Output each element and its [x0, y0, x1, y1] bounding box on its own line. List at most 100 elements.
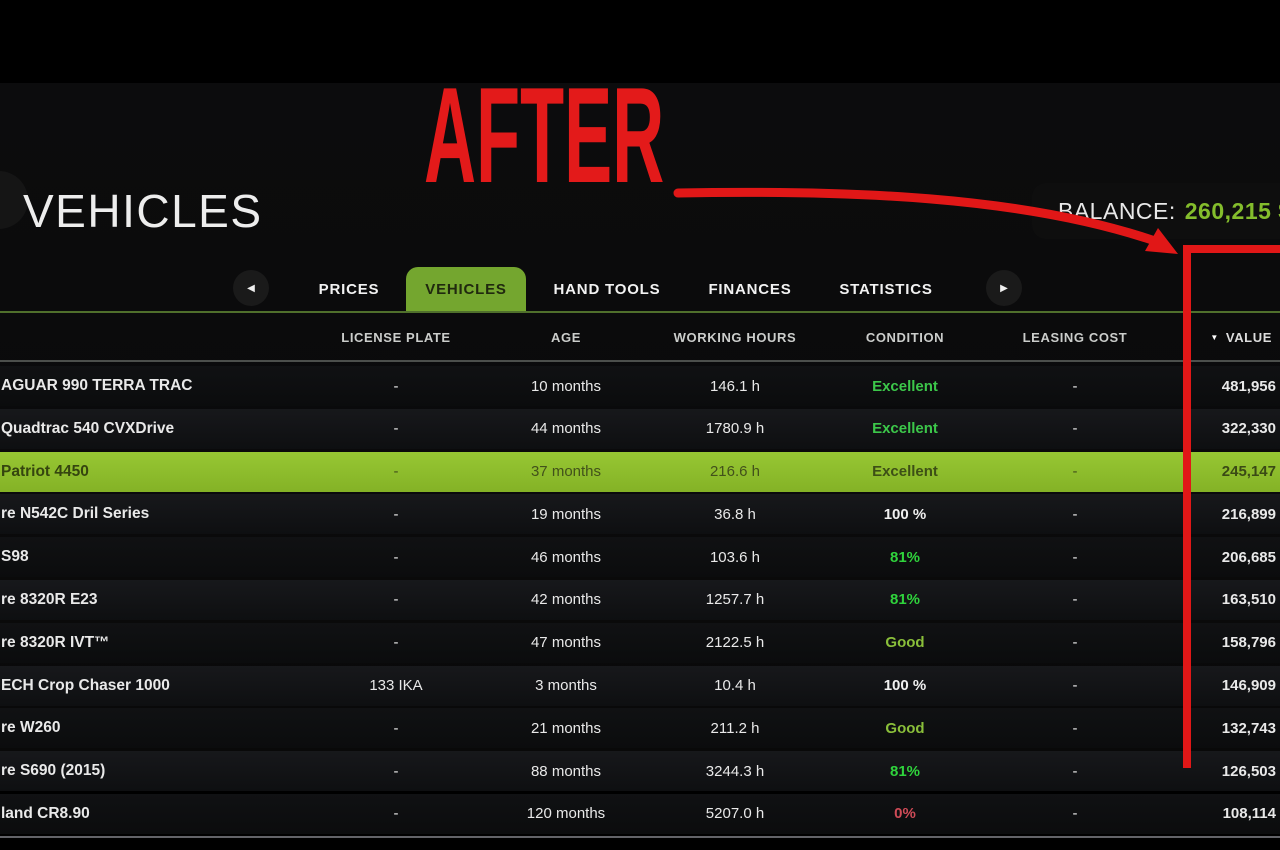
column-working-hours[interactable]: WORKING HOURS	[673, 330, 797, 345]
tabs-next-button[interactable]: ▶	[986, 270, 1022, 306]
license-plate: -	[393, 463, 399, 481]
tabs-prev-button[interactable]: ◀	[233, 270, 269, 306]
working-hours: 1780.9 h	[705, 420, 765, 438]
vehicle-age: 46 months	[530, 548, 602, 566]
vehicle-name: ECH Crop Chaser 1000	[1, 676, 170, 694]
vehicle-age: 19 months	[530, 505, 602, 523]
vehicle-age: 47 months	[530, 634, 602, 652]
working-hours: 211.2 h	[710, 719, 760, 737]
vehicle-name: S98	[1, 548, 29, 566]
page-title: VEHICLES	[23, 185, 263, 237]
vehicle-age: 3 months	[535, 677, 597, 695]
condition: 100 %	[883, 505, 927, 523]
table-row[interactable]: ECH Crop Chaser 1000 133 IKA 3 months 10…	[0, 665, 1280, 706]
working-hours: 2122.5 h	[705, 634, 765, 652]
leasing-cost: -	[1072, 719, 1078, 737]
tab-underline	[0, 311, 1280, 313]
leasing-cost: -	[1072, 591, 1078, 609]
vehicle-value: 216,899	[1221, 505, 1276, 523]
vehicle-age: 88 months	[530, 762, 602, 780]
condition: Good	[885, 634, 925, 652]
tab-statistics[interactable]: STATISTICS	[839, 280, 933, 298]
vehicle-value: 108,114	[1222, 805, 1276, 823]
table-row[interactable]: Quadtrac 540 CVXDrive - 44 months 1780.9…	[0, 408, 1280, 449]
working-hours: 3244.3 h	[705, 762, 765, 780]
leasing-cost: -	[1072, 420, 1078, 438]
after-annotation-text: AFTER	[424, 59, 665, 211]
vehicle-name: re 8320R E23	[1, 590, 98, 608]
tab-vehicles[interactable]: VEHICLES	[406, 267, 526, 312]
table-row[interactable]: land CR8.90 - 120 months 5207.0 h 0% - 1…	[0, 793, 1280, 834]
sort-desc-icon: ▼	[1210, 333, 1219, 342]
column-age[interactable]: AGE	[551, 330, 581, 345]
vehicle-age: 37 months	[530, 463, 602, 481]
tab-prices[interactable]: PRICES	[318, 280, 380, 298]
column-value-label: VALUE	[1225, 330, 1272, 345]
license-plate: -	[393, 762, 399, 780]
condition: 81%	[889, 591, 921, 609]
working-hours: 146.1 h	[709, 377, 761, 395]
vehicle-value: 126,503	[1221, 762, 1276, 780]
license-plate: -	[393, 377, 399, 395]
table-row[interactable]: AGUAR 990 TERRA TRAC - 10 months 146.1 h…	[0, 366, 1280, 406]
annotation-box-left-edge	[1183, 245, 1191, 768]
license-plate: -	[393, 548, 399, 566]
condition: 81%	[889, 548, 921, 566]
leasing-cost: -	[1072, 377, 1078, 395]
license-plate: -	[393, 805, 399, 823]
column-condition[interactable]: CONDITION	[865, 330, 945, 345]
license-plate: -	[393, 505, 399, 523]
license-plate: -	[393, 634, 399, 652]
license-plate: -	[393, 719, 399, 737]
working-hours: 103.6 h	[709, 548, 761, 566]
table-row[interactable]: S98 - 46 months 103.6 h 81% - 206,685	[0, 537, 1280, 578]
column-value-sorted[interactable]: ▼ VALUE	[1150, 330, 1280, 345]
balance-value: 260,215 $	[1184, 197, 1280, 224]
vehicle-table: AGUAR 990 TERRA TRAC - 10 months 146.1 h…	[0, 366, 1280, 837]
vehicle-name: land CR8.90	[1, 804, 90, 822]
vehicle-age: 21 months	[530, 719, 602, 737]
working-hours: 36.8 h	[714, 505, 756, 523]
condition: Excellent	[872, 420, 938, 438]
tab-finances[interactable]: FINANCES	[708, 280, 792, 298]
table-row[interactable]: re 8320R E23 - 42 months 1257.7 h 81% - …	[0, 579, 1280, 620]
right-arrow-icon: ▶	[1000, 282, 1008, 294]
tab-hand-tools[interactable]: HAND TOOLS	[553, 280, 661, 298]
vehicle-name: Quadtrac 540 CVXDrive	[1, 419, 175, 437]
working-hours: 5207.0 h	[705, 805, 765, 823]
vehicle-value: 163,510	[1221, 591, 1276, 609]
balance-label: BALANCE:	[1058, 197, 1176, 224]
vehicle-name: Patriot 4450	[1, 462, 89, 480]
vehicle-name: re W260	[1, 719, 61, 737]
vehicle-name: AGUAR 990 TERRA TRAC	[1, 377, 193, 394]
leasing-cost: -	[1072, 677, 1078, 695]
working-hours: 216.6 h	[709, 463, 761, 481]
column-leasing-cost[interactable]: LEASING COST	[1022, 330, 1128, 345]
license-plate: 133 IKA	[369, 677, 423, 695]
table-row[interactable]: re N542C Dril Series - 19 months 36.8 h …	[0, 494, 1280, 535]
table-row[interactable]: Patriot 4450 - 37 months 216.6 h Excelle…	[0, 451, 1280, 492]
condition: Good	[885, 719, 925, 737]
vehicle-name: re N542C Dril Series	[1, 505, 150, 523]
vehicle-value: 158,796	[1221, 634, 1276, 652]
condition: Excellent	[872, 377, 938, 395]
vehicle-value: 245,147	[1221, 463, 1276, 481]
column-license-plate[interactable]: LICENSE PLATE	[341, 330, 451, 345]
annotation-box-top-edge	[1183, 245, 1280, 253]
left-arrow-icon: ◀	[247, 282, 255, 294]
leasing-cost: -	[1072, 762, 1078, 780]
leasing-cost: -	[1072, 634, 1078, 652]
license-plate: -	[393, 420, 399, 438]
vehicle-age: 120 months	[526, 805, 606, 823]
leasing-cost: -	[1072, 463, 1078, 481]
working-hours: 10.4 h	[714, 677, 756, 695]
condition: 100 %	[883, 677, 927, 695]
condition: 0%	[894, 805, 916, 823]
leasing-cost: -	[1072, 548, 1078, 566]
condition: Excellent	[872, 463, 938, 481]
table-row[interactable]: re W260 - 21 months 211.2 h Good - 132,7…	[0, 708, 1280, 749]
vehicle-value: 132,743	[1221, 719, 1276, 737]
table-row[interactable]: re S690 (2015) - 88 months 3244.3 h 81% …	[0, 751, 1280, 792]
table-row[interactable]: re 8320R IVT™ - 47 months 2122.5 h Good …	[0, 622, 1280, 663]
